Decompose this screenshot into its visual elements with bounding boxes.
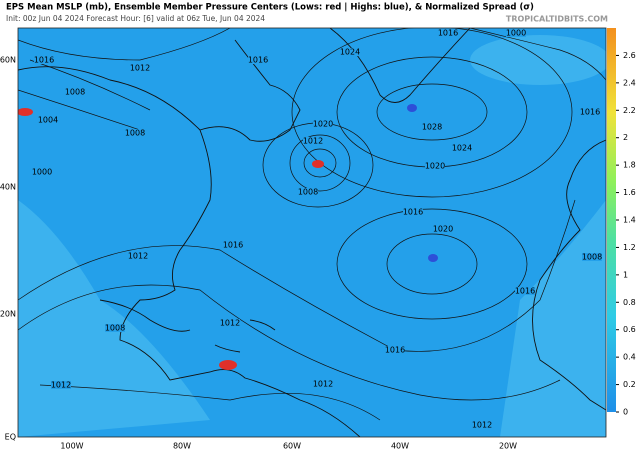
isobar-label-bg: [298, 188, 318, 196]
colorbar-tick-label: 0.2: [623, 380, 636, 389]
info: Init: 00z Jun 04 2024 Forecast Hour: [6]…: [6, 14, 265, 23]
isobar-label: 1012: [130, 64, 150, 73]
lat-label: 40N: [0, 183, 16, 192]
map-area: 1016 1012 1008 1004 1008 1000 1016 1024 1016 1000…: [18, 28, 606, 437]
isobar-label-bg: [32, 168, 52, 176]
isobar-label-bg: [422, 123, 442, 131]
isobar-label: 1000: [32, 168, 52, 177]
lon-label: 100W: [60, 442, 83, 451]
isobar-label: 1000: [506, 29, 526, 38]
isobar-label-bg: [385, 346, 405, 354]
isobar-label: 1012: [128, 252, 148, 261]
isobar-label-bg: [515, 287, 535, 295]
isobar-label-bg: [65, 88, 85, 96]
isobar-labels: 1016 1012 1008 1004 1008 1000 1016 1024 1016 1000…: [32, 29, 602, 430]
lon-label: 20W: [499, 442, 517, 451]
isobar-label: 1012: [220, 319, 240, 328]
colorbar-tick-label: 2.6: [623, 51, 636, 60]
isobar-label: 1016: [403, 208, 423, 217]
isobar-label-bg: [313, 120, 333, 128]
isobar-label-bg: [403, 208, 423, 216]
colorbar-tick-label: 0.4: [623, 353, 636, 362]
colorbar-tick-label: 1.8: [623, 161, 636, 170]
isobar-label: 1008: [105, 324, 125, 333]
isobar-label: 1028: [422, 123, 442, 132]
isobar-label-bg: [248, 56, 268, 64]
colorbar-tick-label: 1: [623, 270, 628, 279]
lat-label: EQ: [5, 433, 16, 442]
isobar-label-bg: [130, 64, 150, 72]
colorbar-tick-label: 2: [623, 133, 628, 142]
map-frame: [17, 27, 607, 438]
isobar-label: 1012: [303, 137, 323, 146]
pressure-centers: [18, 104, 438, 370]
isobar-label: 1024: [340, 48, 360, 57]
isobar-label: 1004: [38, 116, 58, 125]
isobar-label-bg: [223, 241, 243, 249]
colorbar-tick-label: 0: [623, 408, 628, 417]
colorbar-tick-label: 2.2: [623, 106, 636, 115]
isobar-label-bg: [433, 225, 453, 233]
isobar-label: 1020: [313, 120, 333, 129]
isobar-label-bg: [51, 381, 71, 389]
lat-label: 60N: [0, 56, 16, 65]
isobar-label: 1016: [438, 29, 458, 38]
isobar-label: 1020: [425, 162, 445, 171]
isobar-label: 1024: [452, 144, 472, 153]
isobar-label-bg: [34, 56, 54, 64]
isobar-label: 1016: [385, 346, 405, 355]
colorbar-tick-label: 1.4: [623, 216, 636, 225]
isobar-label: 1016: [515, 287, 535, 296]
isobar-label: 1016: [223, 241, 243, 250]
isobar-label-bg: [438, 29, 458, 37]
isobar-label-bg: [125, 129, 145, 137]
isobar-label-bg: [340, 48, 360, 56]
isobar-label-bg: [313, 380, 333, 388]
lon-label: 40W: [391, 442, 409, 451]
colorbar-tick-label: 0.8: [623, 298, 636, 307]
isobar-label-bg: [506, 29, 526, 37]
colorbar-tick-label: 2.4: [623, 78, 636, 87]
isobar-label-bg: [38, 116, 58, 124]
isobar-label-bg: [303, 137, 323, 145]
isobar-label: 1012: [313, 380, 333, 389]
colorbar-tick-label: 0.6: [623, 325, 636, 334]
lat-label: 20N: [0, 310, 16, 319]
isobar-label: 1012: [51, 381, 71, 390]
isobar-label-bg: [128, 252, 148, 260]
isobar-label: 1016: [580, 108, 600, 117]
isobar-label: 1008: [125, 129, 145, 138]
isobar-label: 1012: [472, 421, 492, 430]
title: EPS Mean MSLP (mb), Ensemble Member Pres…: [6, 3, 534, 13]
isobar-label-bg: [105, 324, 125, 332]
lon-label: 60W: [283, 442, 301, 451]
isobar-label: 1008: [298, 188, 318, 197]
colorbar: [607, 28, 616, 412]
isobar-label-bg: [452, 144, 472, 152]
isobar-label: 1016: [34, 56, 54, 65]
isobar-label-bg: [425, 162, 445, 170]
isobar-label: 1016: [248, 56, 268, 65]
source: TROPICALTIDBITS.COM: [506, 15, 608, 24]
colorbar-tick-label: 1.2: [623, 243, 636, 252]
isobar-label-bg: [472, 421, 492, 429]
isobar-label-bg: [582, 253, 602, 261]
lon-label: 80W: [173, 442, 191, 451]
isobar-label: 1020: [433, 225, 453, 234]
isobar-label: 1008: [582, 253, 602, 262]
isobar-label-bg: [220, 319, 240, 327]
colorbar-tick-label: 1.6: [623, 188, 636, 197]
isobar-label: 1008: [65, 88, 85, 97]
isobar-label-bg: [580, 108, 600, 116]
